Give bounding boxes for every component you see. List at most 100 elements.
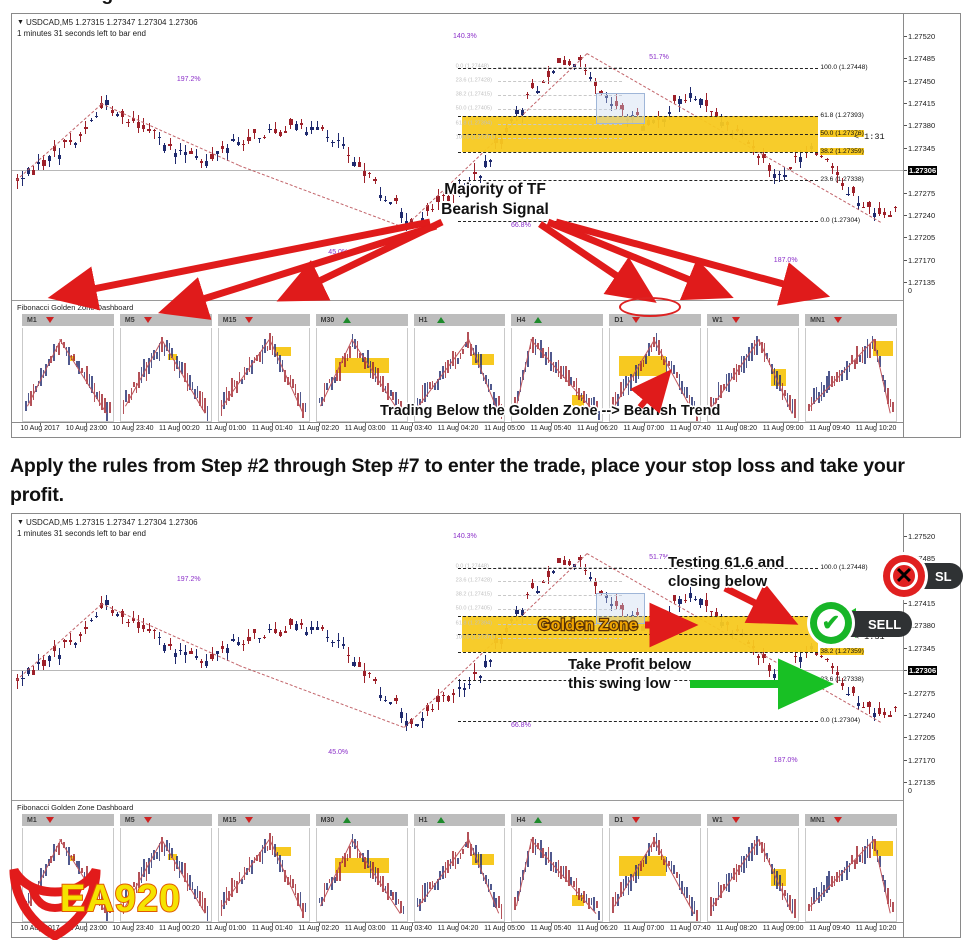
mini-bar <box>578 388 580 401</box>
mini-bar <box>323 883 326 903</box>
triangle-down-icon <box>632 817 641 823</box>
candlestick <box>499 514 503 800</box>
mini-bar <box>715 898 717 906</box>
dashboard-panel-mn1[interactable]: MN1 <box>805 314 898 422</box>
candle-body <box>515 110 519 115</box>
candle-body <box>147 629 151 631</box>
dashboard-panel-m1[interactable]: M1 <box>22 314 114 422</box>
panel-header[interactable]: M1 <box>22 314 114 326</box>
sell-confirm-icon[interactable]: ✔ <box>810 602 852 644</box>
mini-bar <box>419 899 421 912</box>
mini-bar <box>876 350 879 363</box>
candlestick <box>94 14 99 300</box>
price-axis-1[interactable]: 1.27520 1.27485 1.27450 1.27415 1.27380 1.273… <box>903 14 960 437</box>
panel-header[interactable]: MN1 <box>805 814 898 826</box>
triangle-up-icon <box>343 817 352 823</box>
panel-header[interactable]: M5 <box>119 814 212 826</box>
panel-header[interactable]: H1 <box>413 314 506 326</box>
dashboard-panel-h1[interactable]: H1 <box>413 814 506 922</box>
panel-header[interactable]: M30 <box>315 314 408 326</box>
dashboard-panel-m15[interactable]: M15 <box>217 814 310 922</box>
dashboard-panel-w1[interactable]: W1 <box>707 314 800 422</box>
panel-header[interactable]: M30 <box>315 814 408 826</box>
candlestick <box>767 514 771 800</box>
dashboard-panel-m30[interactable]: M30 <box>315 814 408 922</box>
candle-body <box>79 134 83 136</box>
candlestick <box>525 14 530 300</box>
mini-bar <box>567 369 570 387</box>
panel-header[interactable]: D1 <box>609 314 702 326</box>
panel-mini-chart <box>413 328 506 422</box>
mini-bar <box>279 355 281 372</box>
candlestick <box>247 14 251 300</box>
fib-cluster-label: 38.2 (1.27415) <box>455 591 492 598</box>
panel-header[interactable]: MN1 <box>805 314 898 326</box>
candle-body <box>609 604 614 606</box>
candlestick <box>147 14 151 300</box>
mini-bar <box>171 848 173 859</box>
panel-header[interactable]: W1 <box>707 814 800 826</box>
mini-bar <box>866 839 869 858</box>
candlestick <box>489 514 493 800</box>
dashboard-panel-h4[interactable]: H4 <box>511 814 604 922</box>
stop-loss-icon[interactable]: ✕ <box>883 555 925 597</box>
mini-bar <box>251 360 253 375</box>
chevron-down-icon[interactable]: ▼ <box>17 519 24 527</box>
fibonacci-dashboard-1[interactable]: Fibonacci Golden Zone Dashboard M1 M5 M15 M… <box>12 300 903 437</box>
mini-bar <box>434 383 436 390</box>
dashboard-panel-m30[interactable]: M30 <box>315 314 408 422</box>
time-axis-2[interactable]: 10 Aug 2017 10 Aug 23:00 10 Aug 23:40 11 Au… <box>12 922 903 937</box>
dashboard-panel-h1[interactable]: H1 <box>413 314 506 422</box>
candle-wick <box>306 627 308 637</box>
candle-wick <box>69 633 71 645</box>
time-axis-1[interactable]: 10 Aug 2017 10 Aug 23:00 10 Aug 23:40 11 Au… <box>12 422 903 437</box>
candle-body <box>331 141 335 143</box>
mini-bar <box>276 852 279 865</box>
candle-body <box>136 622 141 628</box>
panel-header[interactable]: M15 <box>217 814 310 826</box>
dashboard-panel-m5[interactable]: M5 <box>119 814 212 922</box>
fibonacci-dashboard-2[interactable]: Fibonacci Golden Zone Dashboard M1 M5 M15 M… <box>12 800 903 937</box>
mini-bar <box>859 354 861 363</box>
chevron-down-icon[interactable]: ▼ <box>17 19 24 27</box>
panel-header[interactable]: W1 <box>707 314 800 326</box>
price-tick-label: 1.27415 <box>908 599 936 609</box>
dashboard-panel-m15[interactable]: M15 <box>217 314 310 422</box>
dashboard-panel-h4[interactable]: H4 <box>511 314 604 422</box>
candlestick <box>68 514 72 800</box>
panel-header[interactable]: M15 <box>217 314 310 326</box>
mini-bar <box>145 361 148 382</box>
page-title-mid: Apply the rules from Step #2 through Ste… <box>10 455 905 506</box>
panel-header[interactable]: H4 <box>511 814 604 826</box>
candlestick <box>520 14 524 300</box>
dashboard-panel-m5[interactable]: M5 <box>119 314 212 422</box>
candlestick <box>326 14 330 300</box>
mini-bar <box>402 406 405 414</box>
panel-header[interactable]: M1 <box>22 814 114 826</box>
panel-header[interactable]: H1 <box>413 814 506 826</box>
candlestick <box>289 514 293 800</box>
dashboard-panel-w1[interactable]: W1 <box>707 814 800 922</box>
panel-header[interactable]: M5 <box>119 314 212 326</box>
mini-bar <box>833 876 836 886</box>
time-tick-label: 11 Aug 05:40 <box>530 425 572 432</box>
mini-trendline <box>711 339 760 407</box>
candle-body <box>231 639 235 641</box>
mini-bar <box>645 854 648 864</box>
check-icon: ✔ <box>821 610 841 635</box>
mini-bar <box>595 400 598 409</box>
dashboard-panel-d1[interactable]: D1 <box>609 814 702 922</box>
candle-wick <box>710 110 712 118</box>
fib-level-line <box>457 116 819 118</box>
candlestick <box>751 14 756 300</box>
candlestick <box>489 14 493 300</box>
candlestick <box>499 14 503 300</box>
panel-header[interactable]: D1 <box>609 814 702 826</box>
mini-bar <box>691 396 693 416</box>
dashboard-panel-mn1[interactable]: MN1 <box>805 814 898 922</box>
mini-bar <box>286 877 289 886</box>
panel-header[interactable]: H4 <box>511 314 604 326</box>
chart-panel-2[interactable]: ▼ USDCAD,M5 1.27315 1.27347 1.27304 1.273… <box>11 513 961 938</box>
chart-panel-1[interactable]: ▼ USDCAD,M5 1.27315 1.27347 1.27304 1.273… <box>11 13 961 438</box>
candle-body <box>305 132 309 135</box>
